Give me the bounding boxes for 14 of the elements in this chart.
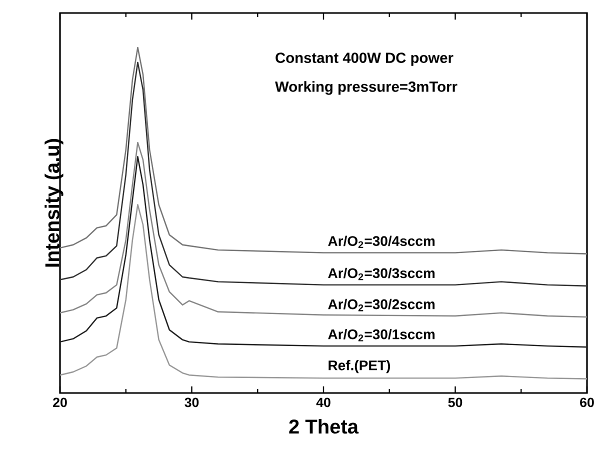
series-label: Ar/O$_{2}$=30/2sccm bbox=[328, 298, 435, 312]
annotation: Working pressure=3mTorr bbox=[275, 81, 458, 95]
x-tick-label: 20 bbox=[53, 398, 67, 408]
annotation: Constant 400W DC power bbox=[276, 52, 454, 66]
x-tick-label: 50 bbox=[448, 398, 462, 408]
x-tick-label: 40 bbox=[316, 398, 330, 408]
series-label: Ref.(PET) bbox=[328, 360, 390, 374]
series-label: Ar/O$_{2}$=30/4sccm bbox=[328, 236, 435, 248]
x-tick-label: 30 bbox=[184, 398, 199, 408]
x-tick-label: 60 bbox=[580, 398, 594, 408]
series-label: Ar/O$_{2}$=30/1sccm bbox=[328, 328, 435, 342]
y-axis-title: Intensity (a.u) bbox=[44, 139, 64, 267]
x-axis-title: 2 Theta bbox=[289, 418, 359, 434]
series-label: Ar/O$_{2}$=30/3sccm bbox=[328, 268, 435, 280]
